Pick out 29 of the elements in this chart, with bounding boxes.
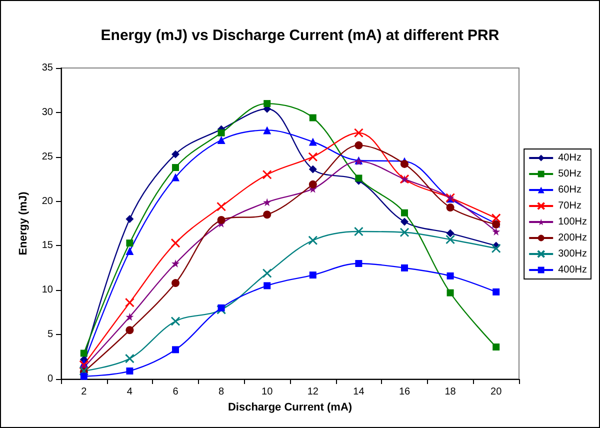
chart-title: Energy (mJ) vs Discharge Current (mA) at different PRR [100,27,500,44]
y-tick-label: 10 [42,284,54,296]
x-tick-label: 18 [444,386,456,398]
x-tick-label: 8 [218,386,225,398]
y-tick-label: 25 [42,151,54,162]
legend-label: 40Hz [558,152,582,164]
x-tick-label: 10 [262,386,274,398]
y-tick-label: 15 [42,240,54,252]
legend-label: 200Hz [558,232,587,244]
x-tick-label: 2 [81,386,88,398]
legend-label: 50Hz [558,168,582,180]
x-tick-label: 6 [172,386,179,398]
legend-label: 70Hz [558,200,582,212]
legend-label: 300Hz [558,248,587,260]
x-tick-label: 14 [353,386,365,398]
y-tick-label: 5 [47,329,54,340]
legend-label: 100Hz [558,216,587,228]
y-tick-label: 0 [47,374,54,384]
x-tick-label: 12 [307,386,319,398]
x-tick-label: 16 [398,386,410,398]
x-tick-label: 20 [490,386,502,398]
y-tick-label: 20 [42,196,54,207]
legend-label: 400Hz [558,264,587,276]
y-tick-label: 30 [42,106,54,118]
x-axis-title: Discharge Current (mA) [228,401,352,414]
x-tick-label: 4 [126,386,133,398]
y-tick-label: 35 [42,62,54,74]
y-axis-title: Energy (mJ) [18,191,30,256]
legend-label: 60Hz [558,184,582,196]
